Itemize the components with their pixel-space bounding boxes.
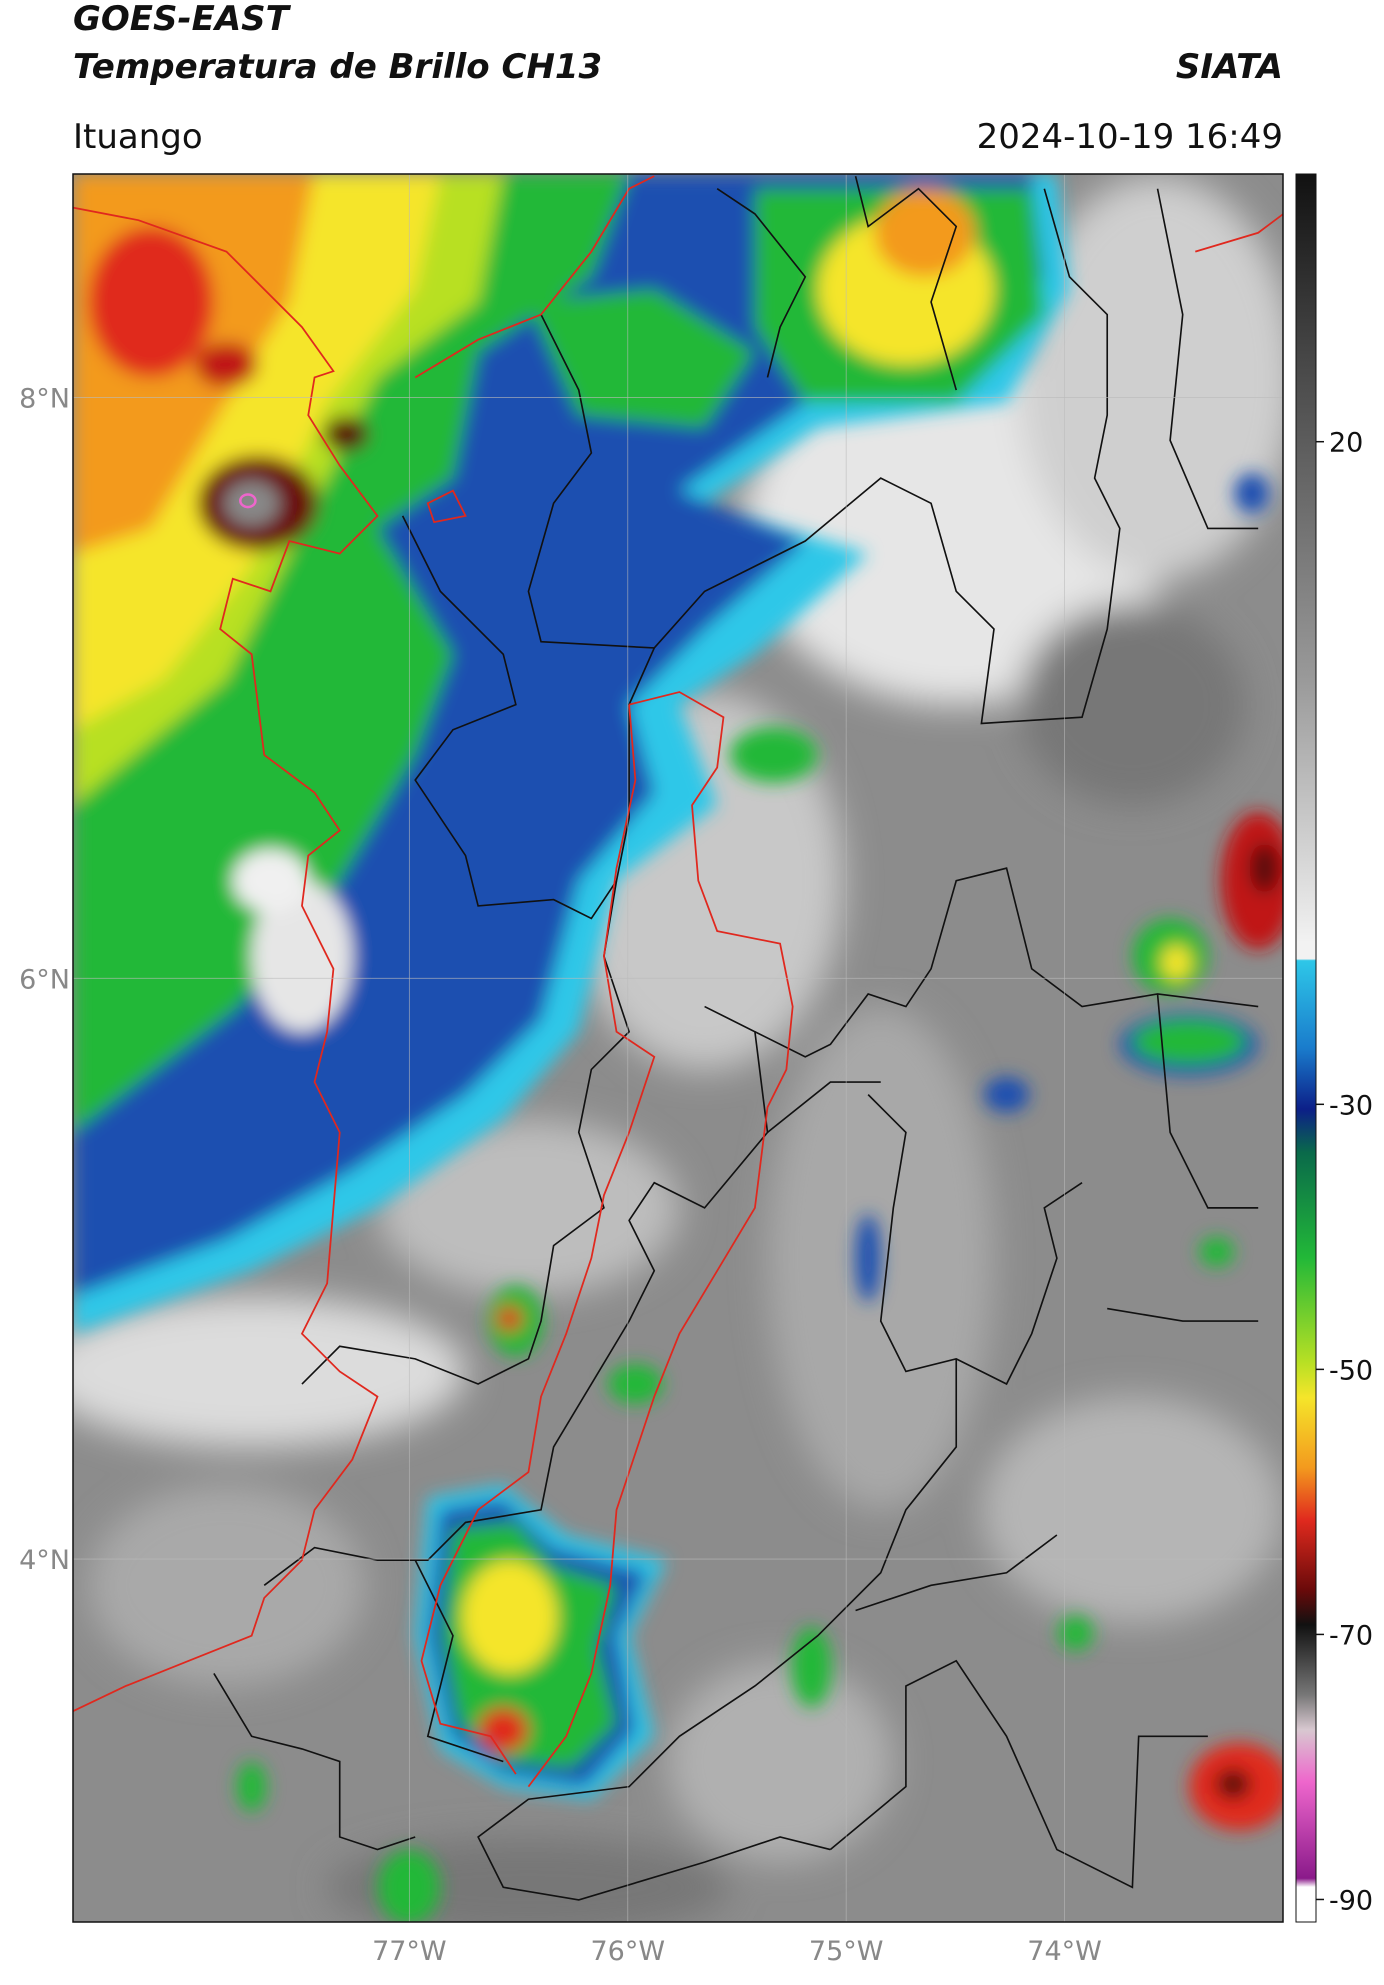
satellite-image (72, 173, 1284, 1923)
graticule (73, 174, 1283, 1922)
colorbar-tick-label: -70 (1329, 1620, 1373, 1651)
colorbar-tick-label: -90 (1329, 1885, 1373, 1916)
lon-label: 74°W (1027, 1936, 1102, 1967)
lon-label: 75°W (809, 1936, 884, 1967)
source: SIATA (1176, 47, 1283, 87)
subtitle: Temperatura de Brillo CH13 (73, 47, 602, 87)
lon-label: 77°W (372, 1936, 447, 1967)
lon-label: 76°W (590, 1936, 665, 1967)
colorbar-tick-label: -30 (1329, 1090, 1373, 1121)
lat-label: 4°N (19, 1545, 70, 1576)
location: Ituango (73, 117, 203, 157)
map-frame (72, 173, 1284, 1923)
colorbar-tick-label: -50 (1329, 1355, 1373, 1386)
colorbar-tick-label: 20 (1329, 428, 1363, 459)
datetime: 2024-10-19 16:49 (977, 117, 1283, 157)
lat-label: 6°N (19, 964, 70, 995)
colorbar (1295, 173, 1317, 1923)
title: GOES-EAST (73, 0, 292, 39)
lat-label: 8°N (19, 384, 70, 415)
